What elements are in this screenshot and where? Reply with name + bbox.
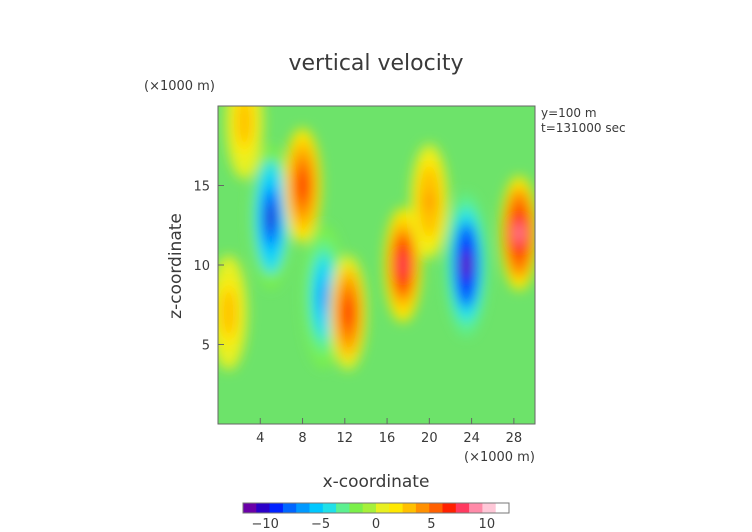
- field-feature-updraft: [410, 144, 448, 259]
- contour-level: [344, 301, 352, 325]
- colorbar-tick-label: 10: [479, 517, 496, 532]
- y-tick-label: 10: [193, 259, 210, 274]
- x-axis: 4 8 12 16 20 24 28: [256, 418, 522, 446]
- colorbar-swatch: [469, 503, 483, 513]
- field-feature-updraft: [329, 255, 367, 370]
- colorbar-swatch: [482, 503, 497, 513]
- colorbar-swatch: [429, 503, 443, 513]
- colorbar-tick-label: −10: [251, 517, 278, 532]
- colorbar-swatch: [455, 503, 470, 513]
- y-axis: 5 10 15: [193, 180, 224, 354]
- field-feature-updraft: [283, 128, 322, 243]
- colorbar-tick-label: 0: [372, 517, 380, 532]
- colorbar-swatch: [309, 503, 324, 513]
- colorbar-swatch: [495, 503, 510, 513]
- annotation-y: y=100 m: [541, 106, 597, 120]
- colorbar-tick-label: 5: [427, 517, 435, 532]
- x-tick-label: 8: [298, 431, 306, 446]
- x-axis-label: x-coordinate: [323, 472, 430, 492]
- y-tick-label: 5: [202, 339, 210, 354]
- colorbar-swatch: [362, 503, 377, 513]
- x-tick-label: 24: [463, 431, 480, 446]
- colorbar-swatch: [282, 503, 297, 513]
- colorbar-swatch: [442, 503, 457, 513]
- colorbar-swatch: [269, 503, 284, 513]
- contour-level: [266, 202, 276, 232]
- field-feature-downdraft: [445, 193, 488, 337]
- colorbar-swatch: [243, 503, 257, 513]
- x-tick-label: 12: [337, 431, 354, 446]
- field-feature-updraft: [225, 106, 264, 180]
- x-tick-label: 16: [379, 431, 396, 446]
- colorbar-frame: [242, 502, 510, 514]
- y-unit-label: (×1000 m): [144, 79, 215, 94]
- colorbar-swatch: [415, 503, 430, 513]
- chart-title: vertical velocity: [288, 51, 463, 76]
- x-tick-label: 4: [256, 431, 264, 446]
- annotation-time: t=131000 sec: [541, 121, 626, 135]
- contour-level: [224, 301, 233, 325]
- contour-level: [515, 221, 523, 245]
- contour-level: [240, 110, 249, 134]
- y-axis-label: z-coordinate: [166, 213, 186, 319]
- colorbar-swatch: [376, 503, 390, 513]
- colorbar: −10 −5 0 5 10: [242, 502, 510, 532]
- field-feature-downdraft: [249, 145, 292, 289]
- field-feature-updraft: [500, 175, 535, 291]
- contour-level: [425, 189, 434, 213]
- colorbar-swatch: [389, 503, 404, 513]
- plot-area: [218, 106, 535, 424]
- x-tick-label: 28: [506, 431, 523, 446]
- x-tick-label: 20: [421, 431, 438, 446]
- contour-level: [399, 253, 407, 277]
- colorbar-swatch: [402, 503, 417, 513]
- contour-level: [319, 282, 328, 312]
- colorbar-swatch: [296, 503, 310, 513]
- colorbar-swatch: [256, 503, 271, 513]
- colorbar-swatch: [322, 503, 337, 513]
- contour-level: [298, 174, 307, 197]
- contour-level: [462, 250, 471, 280]
- colorbar-swatch: [336, 503, 350, 513]
- field-feature-updraft: [218, 255, 248, 370]
- colorbar-swatch: [349, 503, 364, 513]
- colorbar-tick-label: −5: [311, 517, 330, 532]
- y-tick-label: 15: [193, 180, 210, 195]
- field-feature-updraft: [384, 207, 422, 323]
- x-unit-label: (×1000 m): [464, 450, 535, 465]
